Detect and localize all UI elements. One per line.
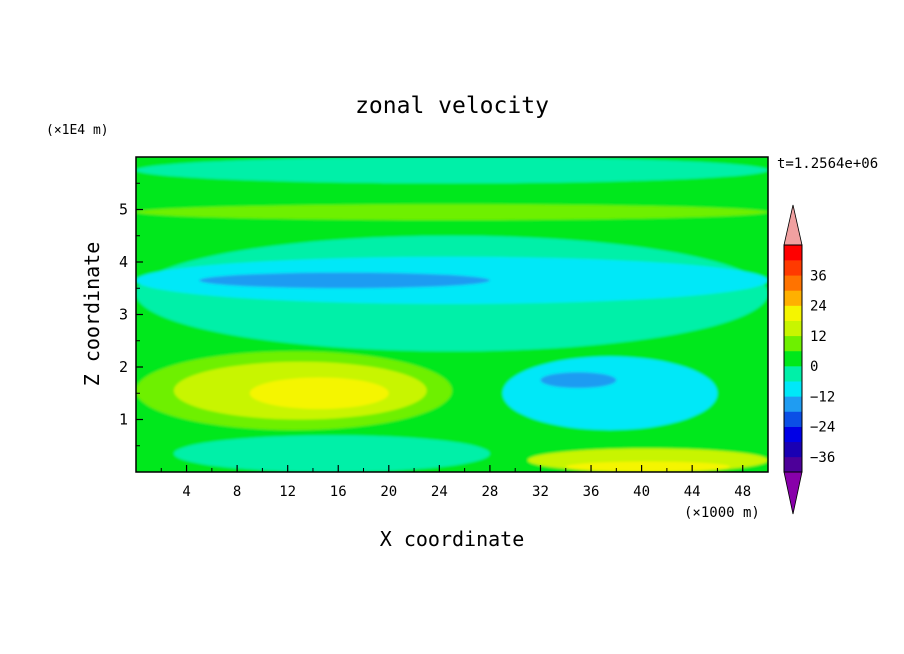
colorbar-bin <box>784 366 802 382</box>
colorbar-bin <box>784 426 802 443</box>
x-tick-label: 28 <box>481 484 498 500</box>
y-tick-label: 1 <box>119 411 128 429</box>
x-tick-label: 16 <box>330 484 347 500</box>
x-tick-label: 40 <box>633 484 650 500</box>
colorbar-bin <box>784 396 802 412</box>
colorbar-bin <box>784 260 802 276</box>
colorbar-tick-label: −12 <box>810 389 835 405</box>
y-tick-label: 5 <box>119 201 128 219</box>
contour-field <box>136 157 768 472</box>
colorbar-extend-high <box>783 204 803 246</box>
x-tick-label: 24 <box>431 484 448 500</box>
contour-region <box>502 356 718 430</box>
colorbar-bin <box>784 320 802 337</box>
colorbar-tick-label: −24 <box>810 420 835 436</box>
colorbar-tick-label: 24 <box>810 299 827 315</box>
colorbar-bin <box>784 290 802 306</box>
colorbar-bin <box>784 456 802 473</box>
contour-region <box>199 272 490 289</box>
x-axis: 4 8 12 16 20 24 28 32 36 40 44 48 <box>160 465 751 500</box>
y-axis: 1 2 3 4 5 <box>119 182 143 447</box>
y-unit-label: (×1E4 m) <box>46 123 109 138</box>
x-tick-label: 20 <box>380 484 397 500</box>
colorbar-bin <box>784 305 802 321</box>
colorbar-bin <box>784 350 802 367</box>
x-tick-label: 8 <box>233 484 241 500</box>
colorbar-tick-label: 36 <box>810 268 827 284</box>
contour-region <box>540 372 617 388</box>
contour-region <box>565 461 731 472</box>
contour-region <box>136 157 768 184</box>
chart-title: zonal velocity <box>355 93 549 119</box>
colorbar: 36 24 12 0 −12 −24 −36 <box>783 204 835 515</box>
colorbar-tick-label: 12 <box>810 329 827 345</box>
time-label: t=1.2564e+06 <box>777 156 878 172</box>
x-tick-label: 44 <box>684 484 701 500</box>
colorbar-bin <box>784 381 802 397</box>
colorbar-bin <box>784 245 802 261</box>
colorbar-bin <box>784 441 802 458</box>
contour-region <box>249 377 389 409</box>
colorbar-bin <box>784 335 802 352</box>
colorbar-bin <box>784 275 802 291</box>
colorbar-tick-label: 0 <box>810 359 818 375</box>
y-tick-label: 2 <box>119 358 128 376</box>
x-tick-label: 32 <box>532 484 549 500</box>
x-tick-label: 4 <box>182 484 190 500</box>
x-tick-label: 36 <box>583 484 600 500</box>
colorbar-frame <box>783 244 803 473</box>
y-tick-label: 3 <box>119 306 128 324</box>
x-tick-label: 12 <box>279 484 296 500</box>
contour-region <box>173 435 490 472</box>
x-tick-label: 48 <box>734 484 751 500</box>
y-axis-label: Z coordinate <box>80 242 104 387</box>
x-unit-label: (×1000 m) <box>684 505 760 521</box>
y-tick-label: 4 <box>119 253 128 271</box>
x-axis-label: X coordinate <box>380 527 525 551</box>
colorbar-bin <box>784 411 802 427</box>
colorbar-tick-label: −36 <box>810 450 835 466</box>
colorbar-extend-low <box>783 471 803 515</box>
contour-region <box>136 204 768 220</box>
